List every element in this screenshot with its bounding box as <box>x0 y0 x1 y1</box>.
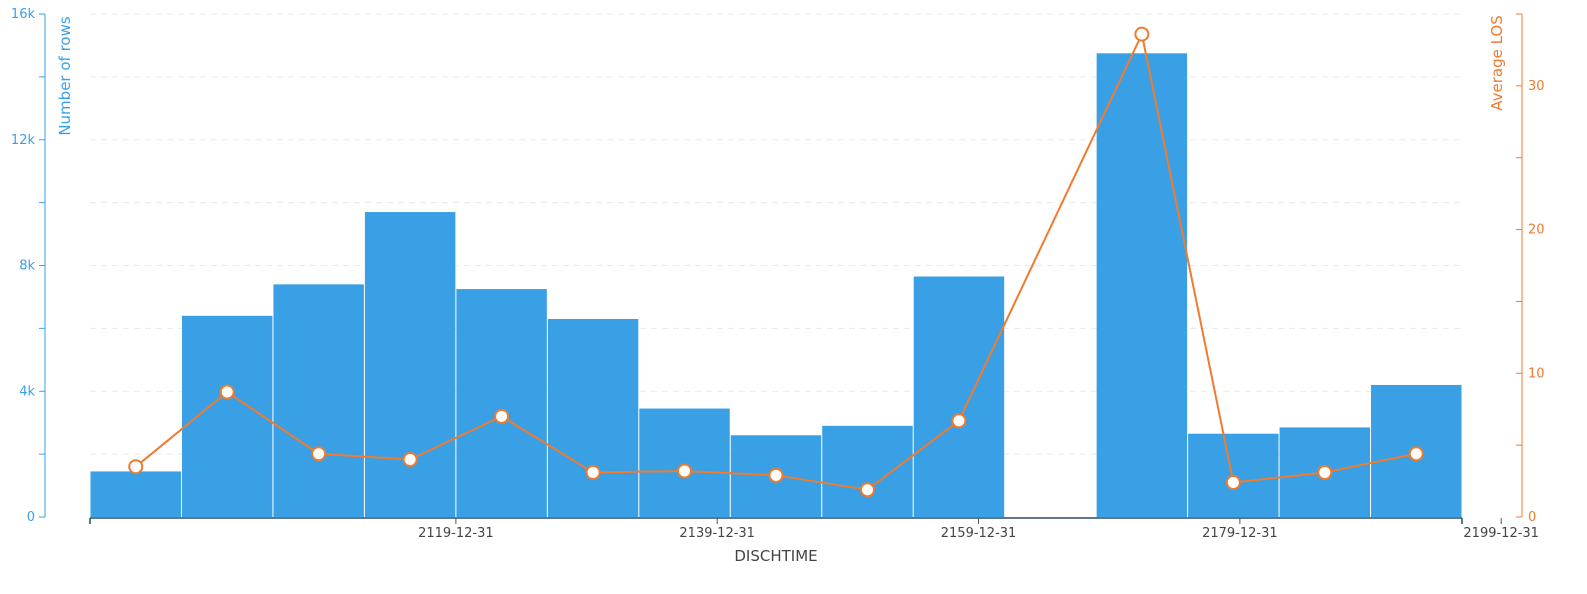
bar[interactable] <box>913 276 1005 517</box>
los-point[interactable] <box>859 482 875 498</box>
los-point[interactable] <box>494 408 510 424</box>
los-point[interactable] <box>1317 464 1333 480</box>
y-right-tick-label: 30 <box>1528 79 1545 94</box>
bar[interactable] <box>364 212 456 517</box>
bar[interactable] <box>90 471 181 517</box>
y-right-tick-label: 0 <box>1528 510 1536 525</box>
y-left-tick-label: 0 <box>27 510 35 525</box>
los-point[interactable] <box>1408 446 1424 462</box>
los-point[interactable] <box>1134 26 1150 42</box>
los-point[interactable] <box>402 452 418 468</box>
x-tick-label: 2199-12-31 <box>1463 526 1539 541</box>
los-point[interactable] <box>585 464 601 480</box>
los-line <box>135 33 1417 491</box>
los-point[interactable] <box>311 446 327 462</box>
y-right-axis-title: Average LOS <box>1488 15 1506 111</box>
bar[interactable] <box>1096 53 1188 517</box>
y-right-tick-label: 10 <box>1528 366 1545 381</box>
y-left-tick-label: 8k <box>19 259 35 274</box>
labels-layer: DISCHTIME Number of rows Average LOS <box>56 15 1506 565</box>
axes-layer: 0 4k 8k 12k 16k 0 10 20 30 2119-12-31 2139-12-31 21… <box>11 7 1545 541</box>
x-tick-label: 2159-12-31 <box>941 526 1017 541</box>
x-tick-label: 2179-12-31 <box>1202 526 1278 541</box>
y-left-tick-label: 12k <box>11 133 36 148</box>
bar[interactable] <box>456 289 547 517</box>
los-point[interactable] <box>768 467 784 483</box>
los-point[interactable] <box>951 413 967 429</box>
bar[interactable] <box>822 425 913 517</box>
y-right-tick-label: 20 <box>1528 223 1545 238</box>
line-layer <box>128 26 1424 498</box>
bar[interactable] <box>181 315 273 517</box>
bar[interactable] <box>273 284 364 517</box>
los-point[interactable] <box>128 459 144 475</box>
x-axis-title: DISCHTIME <box>734 547 817 565</box>
los-point[interactable] <box>1225 475 1241 491</box>
bar[interactable] <box>639 408 730 517</box>
x-tick-label: 2139-12-31 <box>679 526 755 541</box>
y-left-axis-title: Number of rows <box>56 16 74 136</box>
bars-layer <box>90 53 1462 517</box>
y-left-tick-label: 16k <box>11 7 36 22</box>
los-point[interactable] <box>219 384 235 400</box>
bar[interactable] <box>547 318 639 517</box>
x-tick-label: 2119-12-31 <box>418 526 494 541</box>
y-left-tick-label: 4k <box>19 384 35 399</box>
los-point[interactable] <box>677 463 693 479</box>
